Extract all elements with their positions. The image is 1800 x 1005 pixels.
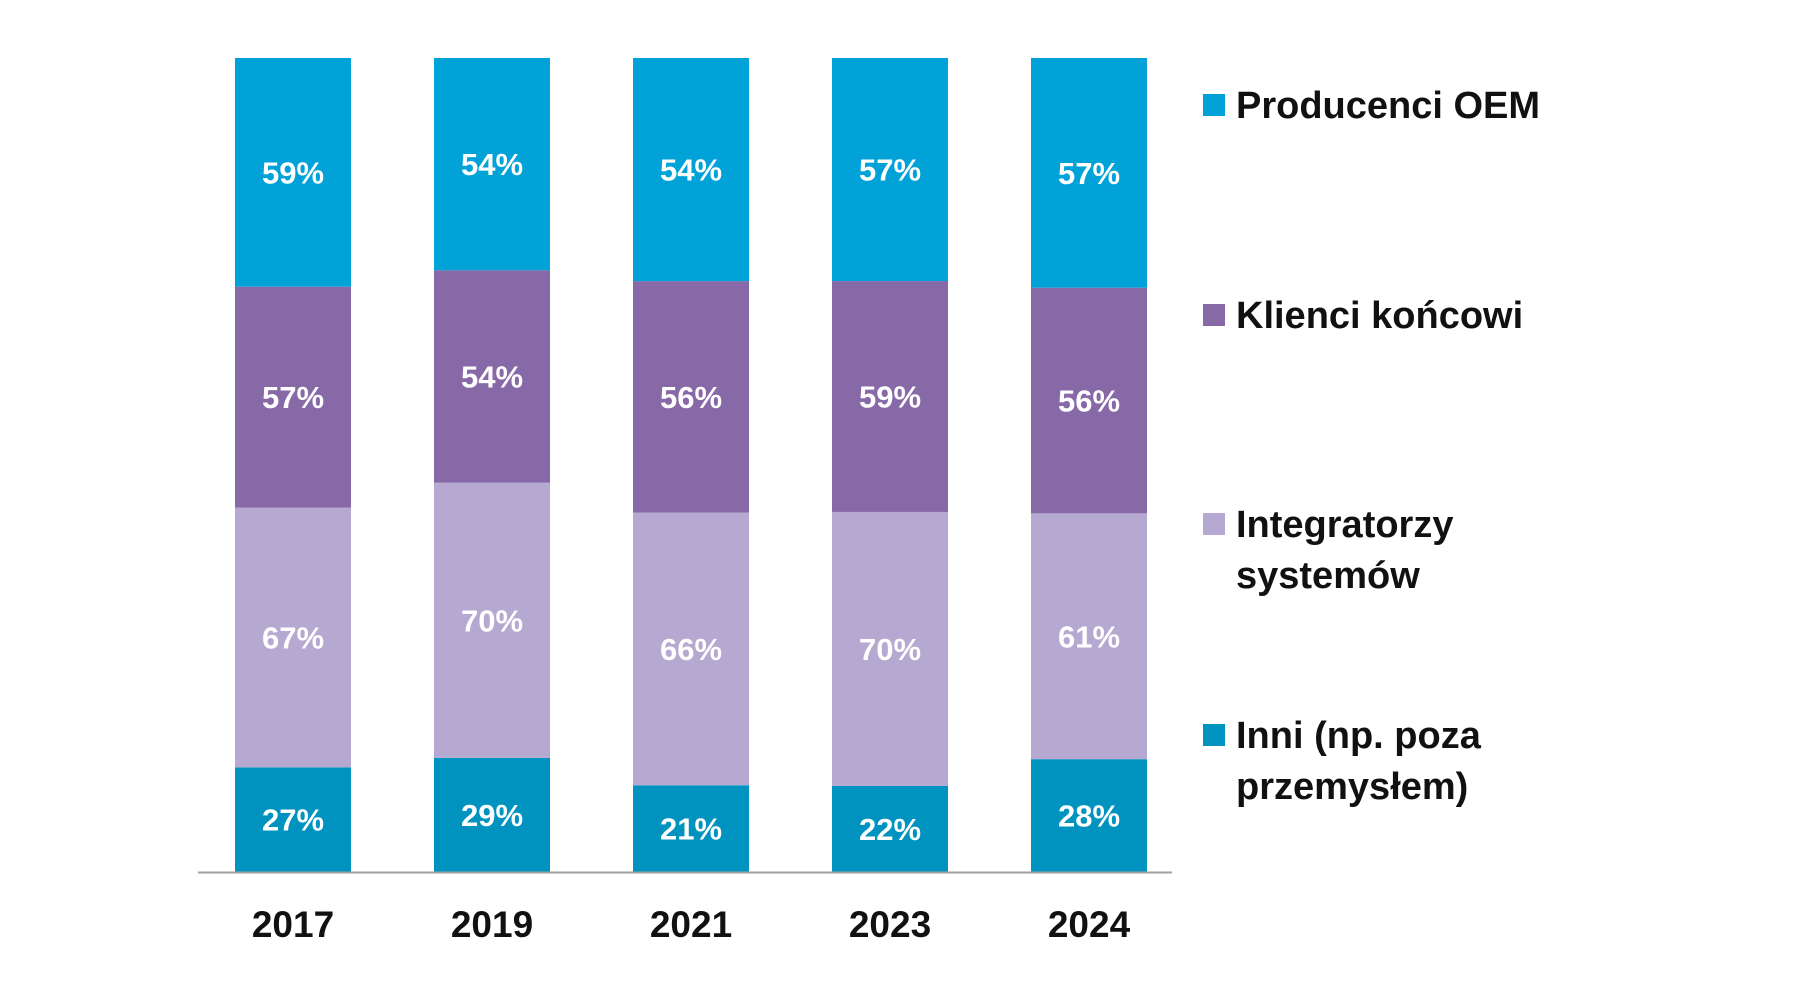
x-tick-label: 2023 [849,904,931,945]
data-label: 29% [461,798,523,833]
data-label: 59% [262,155,324,190]
bar-segment [434,757,550,872]
bar-segment [235,767,351,872]
bar-segment [832,511,948,786]
legend-label: Klienci końcowi [1236,295,1523,337]
x-tick-label: 2021 [650,904,732,945]
plot-area: 27% 67% 57% 59% 29% 70% 54% 54% 21% 66% 56% 54% 22% 7… [235,58,1147,872]
data-label: 70% [461,603,523,638]
bar-segment [1031,513,1147,760]
bar-segment [434,270,550,483]
legend-label: Integratorzy [1236,504,1453,546]
data-label: 21% [660,812,722,847]
legend-swatch [1203,513,1225,535]
legend-swatch [1203,724,1225,746]
legend: Producenci OEM Klienci końcowi Integratorz… [1203,85,1540,808]
x-tick-label: 2017 [252,904,334,945]
x-axis: 2017 2019 2021 2023 2024 [198,871,1172,945]
legend-swatch [1203,94,1225,116]
legend-swatch [1203,304,1225,326]
data-label: 57% [1058,156,1120,191]
bar-segment [235,286,351,508]
bar-segment [633,785,749,872]
bar-segment [434,58,550,271]
data-label: 57% [262,380,324,415]
data-label: 66% [660,632,722,667]
legend-label: systemów [1236,555,1420,597]
data-label: 54% [461,360,523,395]
data-label: 22% [859,812,921,847]
bar-segment [1031,287,1147,514]
data-label: 56% [1058,384,1120,419]
data-label: 59% [859,380,921,415]
legend-label: przemysłem) [1236,766,1468,808]
bar-segment [235,507,351,768]
bar-segment [1031,759,1147,872]
bar-segment [235,58,351,287]
bar-segment [832,281,948,512]
bar-segment [633,58,749,282]
data-label: 54% [660,153,722,188]
data-label: 54% [461,147,523,182]
bar-segment [832,58,948,282]
data-label: 27% [262,803,324,838]
legend-label: Inni (np. poza [1236,715,1482,757]
data-label: 28% [1058,799,1120,834]
bar-segment [633,512,749,786]
data-label: 56% [660,380,722,415]
data-label: 70% [859,632,921,667]
bar-segment [1031,58,1147,288]
x-tick-label: 2024 [1048,904,1131,945]
bar-segment [434,482,550,758]
legend-label: Producenci OEM [1236,85,1540,127]
data-label: 57% [859,153,921,188]
data-label: 67% [262,620,324,655]
x-tick-label: 2019 [451,904,533,945]
data-label: 61% [1058,619,1120,654]
bar-segment [633,281,749,513]
bar-segment [832,785,948,872]
